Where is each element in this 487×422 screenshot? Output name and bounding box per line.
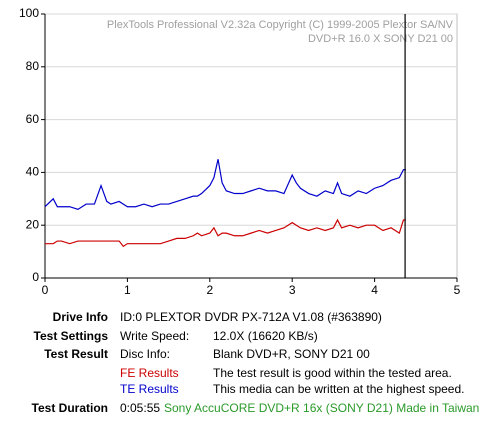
- y-tick-label: 0: [32, 270, 39, 284]
- series-line: [45, 218, 406, 248]
- y-tick-label: 40: [26, 165, 40, 179]
- x-tick-label: 4: [371, 283, 378, 297]
- te-label: TE Results: [120, 382, 179, 396]
- y-tick-label: 100: [19, 6, 39, 20]
- media-id: Sony AccuCORE DVD+R 16x (SONY D21) Made …: [164, 401, 479, 415]
- info-label: Drive Info: [53, 310, 108, 324]
- y-tick-label: 20: [26, 217, 40, 231]
- x-tick-label: 1: [124, 283, 131, 297]
- series-line: [44, 159, 406, 211]
- info-label: Test Settings: [34, 329, 109, 343]
- y-tick-label: 80: [26, 59, 40, 73]
- x-tick-label: 3: [289, 283, 296, 297]
- info-value: Blank DVD+R, SONY D21 00: [213, 347, 370, 361]
- info-value: 0:05:55: [120, 401, 160, 415]
- info-key: Disc Info:: [120, 347, 170, 361]
- info-label: Test Duration: [32, 401, 108, 415]
- te-result: This media can be written at the highest…: [213, 382, 464, 396]
- watermark: PlexTools Professional V2.32a Copyright …: [107, 19, 454, 31]
- info-value: ID:0 PLEXTOR DVDR PX-712A V1.08 (#363890…: [120, 310, 382, 324]
- watermark: DVD+R 16.0 X SONY D21 00: [308, 33, 453, 45]
- x-tick-label: 5: [454, 283, 461, 297]
- y-tick-label: 60: [26, 112, 40, 126]
- fe-label: FE Results: [120, 366, 179, 380]
- plot-frame: [44, 13, 458, 279]
- x-tick-label: 0: [42, 283, 49, 297]
- info-key: Write Speed:: [120, 329, 189, 343]
- info-value: 12.0X (16620 KB/s): [213, 329, 318, 343]
- fe-result: The test result is good within the teste…: [213, 366, 452, 380]
- x-tick-label: 2: [206, 283, 213, 297]
- info-label: Test Result: [44, 347, 108, 361]
